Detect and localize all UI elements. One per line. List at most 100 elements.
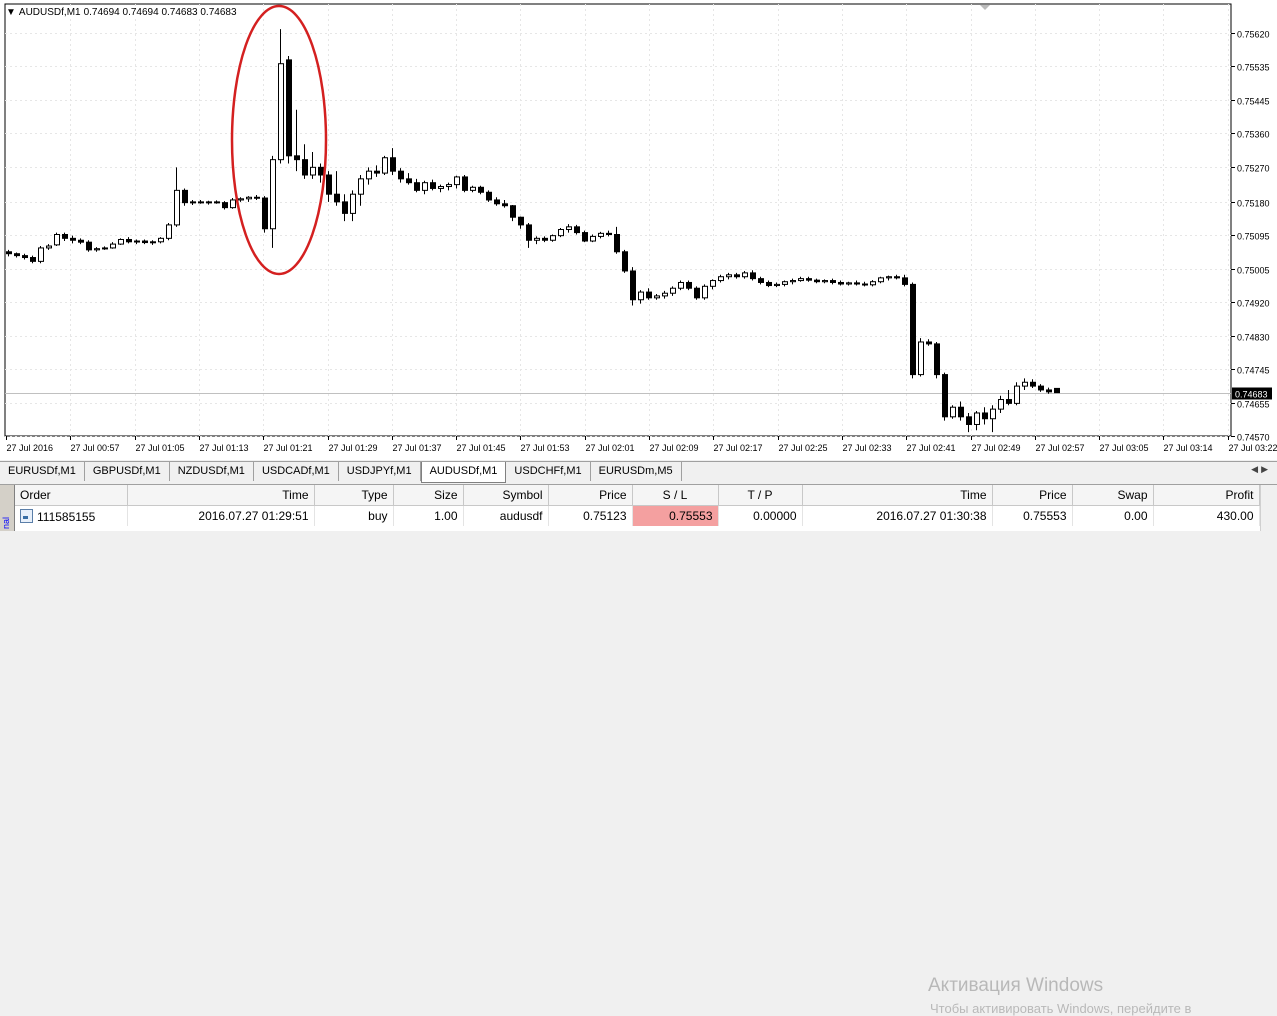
windows-activation-subtext: Чтобы активировать Windows, перейдите в (930, 1001, 1191, 1016)
tab-eurusdm-m5[interactable]: EURUSDm,M5 (591, 462, 682, 481)
candle-body-bear (415, 183, 420, 191)
candle-body-bull (671, 288, 676, 293)
col-header-sl[interactable]: S / L (632, 485, 718, 506)
candle-body-bear (959, 407, 964, 417)
col-header-price[interactable]: Price (548, 485, 632, 506)
candle-body-bull (719, 277, 724, 281)
y-tick-label: 0.75095 (1237, 232, 1270, 242)
cell-type: buy (314, 506, 393, 527)
y-tick-label: 0.75005 (1237, 266, 1270, 276)
candle-body-bear (495, 200, 500, 204)
col-header-tp[interactable]: T / P (718, 485, 802, 506)
candle-body-bull (919, 342, 924, 375)
candle-body-bear (855, 283, 860, 284)
candlestick-chart[interactable]: 0.756200.755350.754450.753600.752700.751… (0, 0, 1277, 460)
candle-body-bear (583, 233, 588, 241)
cell-time: 2016.07.27 01:29:51 (127, 506, 314, 527)
candle-body-bull (135, 241, 140, 242)
col-header-profit[interactable]: Profit (1153, 485, 1259, 506)
tab-scroll-arrows-icon[interactable]: ◀▶ (1251, 464, 1271, 475)
col-header-swap[interactable]: Swap (1072, 485, 1153, 506)
candle-body-bear (7, 252, 12, 254)
candle-body-bull (311, 167, 316, 175)
cell-sl: 0.75553 (632, 506, 718, 527)
candle-body-bear (735, 275, 740, 277)
candle-body-bear (223, 203, 228, 208)
candle-body-bear (751, 273, 756, 279)
terminal-side-tab[interactable]: nal (0, 485, 15, 531)
cell-order-value: 111585155 (37, 510, 95, 524)
col-header-time[interactable]: Time (127, 485, 314, 506)
candle-body-bull (879, 278, 884, 282)
x-tick-label: 27 Jul 03:22 (1229, 443, 1277, 453)
candle-body-bull (775, 284, 780, 285)
tab-usdcadf-m1[interactable]: USDCADf,M1 (254, 462, 339, 481)
col-header-close-time[interactable]: Time (802, 485, 992, 506)
candle-body-bull (455, 177, 460, 185)
x-tick-label: 27 Jul 03:05 (1100, 443, 1149, 453)
candle-body-bull (359, 179, 364, 194)
candle-body-bull (447, 185, 452, 187)
x-tick-label: 27 Jul 02:09 (650, 443, 699, 453)
tab-usdchff-m1[interactable]: USDCHFf,M1 (506, 462, 590, 481)
col-header-close-price[interactable]: Price (992, 485, 1072, 506)
x-tick-label: 27 Jul 02:57 (1036, 443, 1085, 453)
candle-body-bull (159, 238, 164, 241)
chart-symbol-label: AUDUSDf,M1 (19, 7, 81, 18)
tab-gbpusdf-m1[interactable]: GBPUSDf,M1 (85, 462, 170, 481)
candle-body-bear (983, 413, 988, 419)
candle-body-bear (623, 252, 628, 271)
y-tick-label: 0.75445 (1237, 97, 1270, 107)
candle-body-bull (951, 407, 956, 417)
y-tick-label: 0.75535 (1237, 63, 1270, 73)
candle-body-bull (231, 200, 236, 208)
col-header-size[interactable]: Size (393, 485, 463, 506)
y-tick-label: 0.75180 (1237, 199, 1270, 209)
candle-body-bear (71, 238, 76, 240)
tab-audusdf-m1[interactable]: AUDUSDf,M1 (421, 462, 507, 483)
order-document-icon (20, 509, 33, 523)
chart-ohlc-label: 0.74694 0.74694 0.74683 0.74683 (84, 7, 237, 18)
candle-body-bear (615, 235, 620, 252)
candle-body-bear (343, 202, 348, 214)
col-header-order[interactable]: Order (15, 485, 127, 506)
candle-body-bear (967, 417, 972, 425)
x-tick-label: 27 Jul 01:45 (457, 443, 506, 453)
terminal-panel: nal Order Time Type Size Symbol Price S … (0, 484, 1277, 531)
candle-body-bull (567, 227, 572, 230)
candle-body-bull (791, 281, 796, 282)
tab-eurusdf-m1[interactable]: EURUSDf,M1 (0, 462, 85, 481)
tab-usdjpyf-m1[interactable]: USDJPYf,M1 (339, 462, 421, 481)
cell-tp: 0.00000 (718, 506, 802, 527)
candle-body-bear (767, 282, 772, 285)
x-tick-label: 27 Jul 01:37 (393, 443, 442, 453)
x-tick-label: 27 Jul 02:25 (779, 443, 828, 453)
candle-body-bull (279, 64, 284, 160)
table-row[interactable]: 111585155 2016.07.27 01:29:51 buy 1.00 a… (15, 506, 1259, 527)
candle-body-bear (903, 278, 908, 285)
y-tick-label: 0.74920 (1237, 299, 1270, 309)
col-header-type[interactable]: Type (314, 485, 393, 506)
col-header-symbol[interactable]: Symbol (463, 485, 548, 506)
tab-nzdusdf-m1[interactable]: NZDUSDf,M1 (170, 462, 254, 481)
candle-body-bull (591, 236, 596, 241)
candle-body-bull (799, 279, 804, 281)
candle-body-bull (999, 400, 1004, 410)
candle-body-bull (991, 409, 996, 419)
x-tick-label: 27 Jul 01:53 (521, 443, 570, 453)
candle-body-bull (39, 248, 44, 261)
candle-body-bear (479, 187, 484, 192)
cell-close-time: 2016.07.27 01:30:38 (802, 506, 992, 527)
candle-body-bear (839, 282, 844, 284)
chart-menu-arrow-icon[interactable]: ▼ (6, 7, 16, 18)
candle-body-bear (255, 197, 260, 198)
candle-body-bear (23, 256, 28, 258)
candle-body-bear (1007, 400, 1012, 404)
candle-body-bull (47, 246, 52, 248)
cell-order: 111585155 (15, 506, 127, 527)
candle-body-bull (151, 242, 156, 243)
candle-body-bear (31, 258, 36, 262)
terminal-scrollbar[interactable] (1260, 485, 1277, 531)
candle-body-bear (503, 204, 508, 206)
